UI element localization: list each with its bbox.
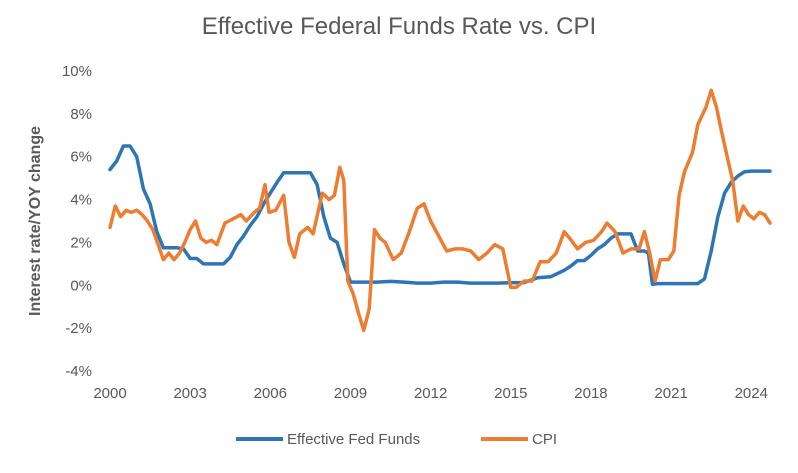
series-line-cpi	[108, 88, 772, 333]
y-tick-label: 6%	[70, 149, 92, 166]
series-line-effective-fed-funds	[108, 144, 772, 286]
x-tick-label: 2015	[494, 385, 527, 402]
y-tick-labels: 10% 8% 6% 4% 2% 0% -2% -4%	[62, 63, 92, 380]
x-tick-label: 2021	[654, 385, 687, 402]
series-lines	[108, 88, 772, 333]
x-tick-label: 2024	[735, 385, 768, 402]
y-tick-label: 4%	[70, 192, 92, 209]
x-tick-labels: 2000 2003 2006 2009 2012 2015 2018 2021 2024	[93, 385, 768, 402]
x-tick-label: 2003	[173, 385, 206, 402]
y-tick-label: -4%	[65, 363, 92, 380]
legend-label-effective-fed-funds: Effective Fed Funds	[287, 431, 420, 448]
chart-title: Effective Federal Funds Rate vs. CPI	[202, 13, 596, 40]
x-tick-label: 2009	[334, 385, 367, 402]
legend: Effective Fed Funds CPI	[236, 431, 557, 448]
x-tick-label: 2006	[254, 385, 287, 402]
y-tick-label: 0%	[70, 277, 92, 294]
x-tick-label: 2000	[93, 385, 126, 402]
y-tick-label: 8%	[70, 106, 92, 123]
legend-label-cpi: CPI	[532, 431, 557, 448]
x-tick-label: 2018	[574, 385, 607, 402]
y-tick-label: -2%	[65, 320, 92, 337]
y-tick-label: 2%	[70, 234, 92, 251]
x-tick-label: 2012	[414, 385, 447, 402]
y-tick-label: 10%	[62, 63, 92, 80]
y-axis-label: Interest rate/YOY change	[27, 126, 44, 316]
